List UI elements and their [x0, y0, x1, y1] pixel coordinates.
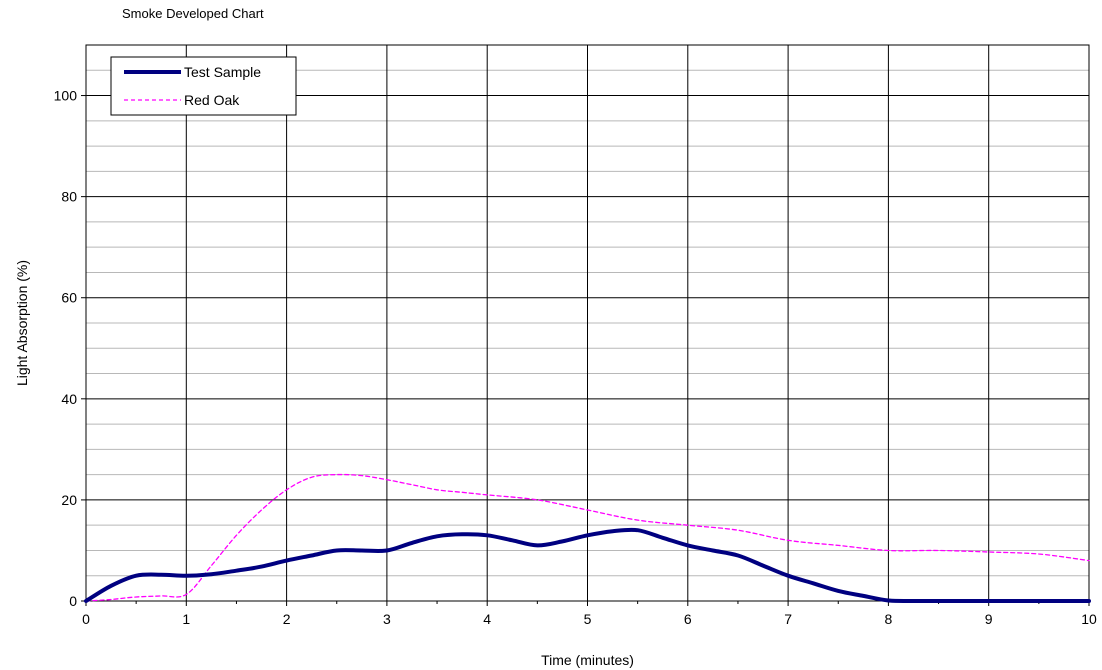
x-tick-label: 4 — [483, 611, 491, 627]
y-tick-label: 100 — [54, 88, 78, 104]
x-tick-label: 8 — [885, 611, 893, 627]
legend: Test Sample Red Oak — [110, 56, 297, 116]
series-line-test-sample — [84, 527, 1091, 604]
axis-ticks — [81, 95, 1090, 606]
y-tick-label: 20 — [61, 492, 77, 508]
y-tick-label: 40 — [61, 391, 77, 407]
x-axis-label: Time (minutes) — [541, 652, 634, 668]
x-tick-label: 5 — [584, 611, 592, 627]
legend-box — [110, 56, 297, 116]
y-tick-label: 0 — [69, 593, 77, 609]
series-lines — [84, 473, 1091, 604]
y-axis-label: Light Absorption (%) — [14, 260, 30, 386]
y-tick-label: 60 — [61, 290, 77, 306]
legend-label-red-oak: Red Oak — [184, 92, 240, 108]
y-tick-label: 80 — [61, 189, 77, 205]
x-tick-label: 3 — [383, 611, 391, 627]
x-tick-label: 7 — [784, 611, 792, 627]
chart-title: Smoke Developed Chart — [122, 6, 264, 21]
x-tick-label: 6 — [684, 611, 692, 627]
x-tick-label: 10 — [1081, 611, 1097, 627]
x-tick-label: 1 — [182, 611, 190, 627]
x-tick-label: 0 — [82, 611, 90, 627]
x-tick-label: 9 — [985, 611, 993, 627]
x-tick-label: 2 — [283, 611, 291, 627]
legend-label-test-sample: Test Sample — [184, 64, 261, 80]
y-tick-labels: 0 20 40 60 80 100 — [54, 88, 78, 609]
x-tick-labels: 0 1 2 3 4 5 6 7 8 9 10 — [82, 611, 1097, 627]
